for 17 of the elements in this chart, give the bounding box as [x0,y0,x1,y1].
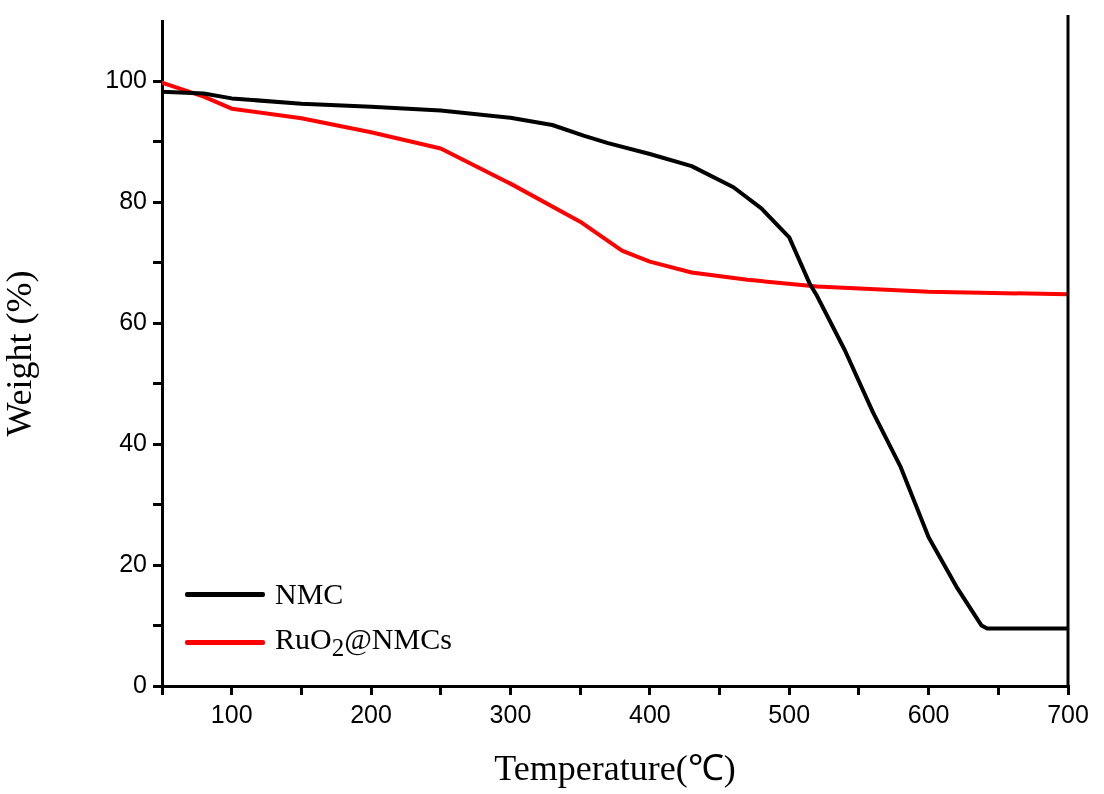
x-tick-label: 600 [907,699,950,728]
y-tick-label: 60 [119,307,147,336]
x-tick-label: 100 [210,699,253,728]
y-tick-label: 80 [119,186,147,215]
legend-label: RuO$_{2}$@NMCs [275,622,452,662]
y-tick-label: 0 [133,669,147,698]
y-axis-title: Weight (%) [0,270,40,437]
x-tick-label: 300 [489,699,532,728]
x-tick-label: 400 [628,699,671,728]
x-tick-label: 200 [350,699,392,728]
y-tick-label: 100 [105,65,147,94]
y-tick-label: 40 [119,428,147,457]
x-tick-label: 500 [768,699,811,728]
legend-label: NMC [275,577,344,611]
y-tick-label: 20 [119,548,147,577]
x-axis-title: Temperature(℃) [494,747,736,788]
x-tick-label: 700 [1047,699,1089,728]
